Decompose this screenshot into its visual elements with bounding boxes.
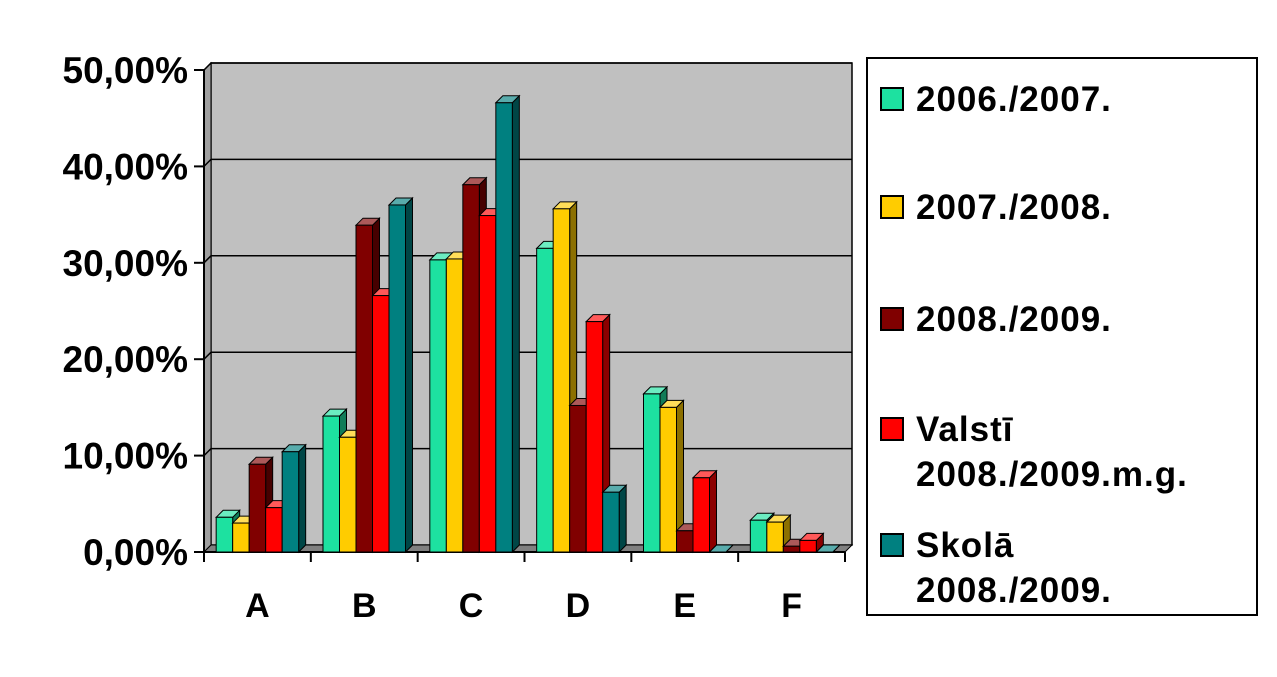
legend-swatch — [880, 195, 904, 219]
bar-F-series-4 — [798, 532, 825, 554]
legend-swatch — [880, 307, 904, 331]
legend-label: 2006./2007. — [916, 80, 1112, 119]
legend-item: 2007./2008. — [880, 185, 1112, 230]
plot-back-wall — [210, 62, 853, 546]
y-tick-label: 0,00% — [83, 532, 188, 573]
legend-swatch — [880, 417, 904, 441]
x-tick-label: D — [566, 587, 591, 625]
gridline — [203, 62, 852, 71]
x-tick-label: E — [673, 587, 696, 625]
gridline — [203, 447, 852, 457]
bar-D-series-5 — [601, 484, 628, 554]
bar-A-series-5 — [280, 443, 307, 554]
y-tick-label: 20,00% — [63, 339, 189, 380]
y-tick-label: 40,00% — [63, 146, 189, 187]
x-tick-label: C — [459, 587, 484, 625]
y-tick-label: 30,00% — [63, 243, 189, 284]
bar-E-series-5 — [708, 544, 735, 553]
bar-E-series-2 — [658, 399, 685, 554]
gridline — [203, 351, 852, 360]
y-tick-label: 50,00% — [63, 50, 189, 91]
legend-item: Skolā 2008./2009. — [880, 523, 1112, 613]
legend-swatch — [880, 533, 904, 557]
bar-B-series-5 — [387, 196, 414, 554]
legend-label: 2007./2008. — [916, 188, 1112, 227]
legend-item: Valstī 2008./2009.m.g. — [880, 407, 1188, 497]
gridline — [203, 158, 852, 167]
bar-C-series-5 — [494, 94, 521, 554]
plot-side-wall — [203, 61, 212, 554]
legend-item: 2006./2007. — [880, 77, 1112, 122]
legend: 2006./2007. 2007./2008. 2008./2009. Valstī 2… — [866, 57, 1258, 616]
bar-F-series-2 — [765, 513, 792, 554]
y-tick-label: 10,00% — [63, 436, 189, 477]
x-tick-label: F — [781, 587, 802, 625]
bar-E-series-4 — [691, 469, 718, 554]
legend-item: 2008./2009. — [880, 297, 1112, 342]
x-tick-label: B — [352, 587, 377, 625]
x-tick-label: A — [245, 587, 270, 625]
gridline — [203, 255, 852, 264]
legend-swatch — [880, 87, 904, 111]
y-axis: 0,00% 10,00% 20,00% 30,00% 40,00% 50,00% — [63, 50, 205, 573]
legend-label: 2008./2009. — [916, 300, 1112, 339]
bar-F-series-5 — [815, 544, 842, 553]
legend-label: Skolā 2008./2009. — [916, 526, 1112, 610]
legend-label: Valstī 2008./2009.m.g. — [916, 410, 1188, 494]
bars — [214, 94, 842, 554]
x-axis: A B C D E F — [203, 551, 846, 625]
